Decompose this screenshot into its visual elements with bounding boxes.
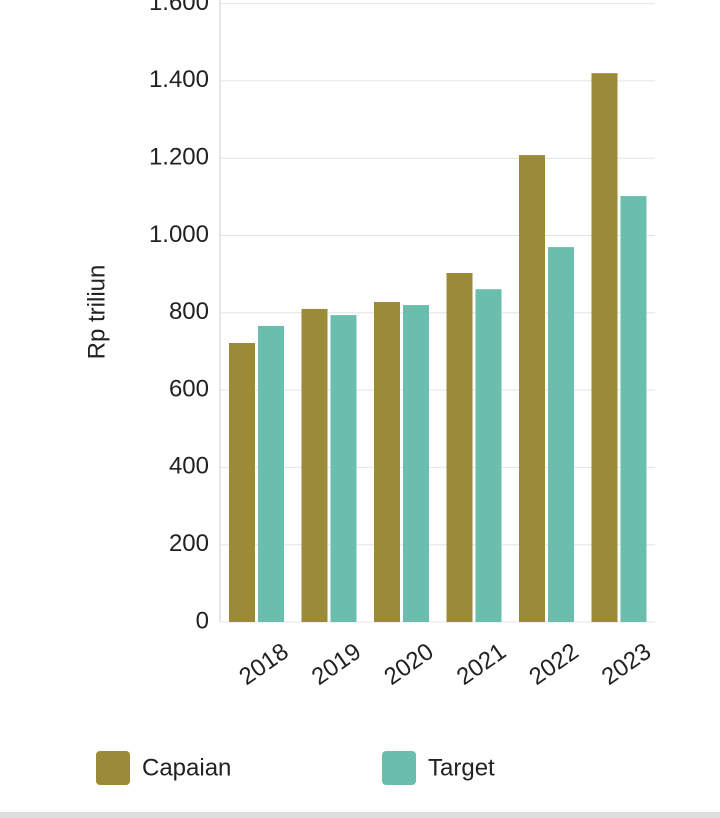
bottom-divider xyxy=(0,812,720,818)
bar xyxy=(229,342,255,622)
y-tick-label: 1.400 xyxy=(149,66,209,93)
bar xyxy=(403,305,429,622)
y-tick-label: 1.000 xyxy=(149,221,209,248)
y-tick-label: 200 xyxy=(169,530,209,557)
y-tick-label: 1.600 xyxy=(149,0,209,16)
x-tick-label: 2020 xyxy=(379,638,438,691)
bar xyxy=(330,315,357,622)
y-tick-label: 1.200 xyxy=(149,144,209,171)
x-tick-label: 2018 xyxy=(234,638,293,691)
x-tick-label: 2019 xyxy=(307,638,366,691)
x-tick-label: 2021 xyxy=(452,638,511,691)
bar xyxy=(374,301,400,622)
x-tick-label: 2022 xyxy=(524,638,583,691)
y-tick-label: 800 xyxy=(169,298,209,325)
y-tick-label: 600 xyxy=(169,375,209,402)
bar xyxy=(591,73,618,623)
bar xyxy=(446,272,473,622)
legend-swatch xyxy=(382,751,416,785)
bar xyxy=(258,325,284,622)
bar xyxy=(519,155,545,622)
y-tick-label: 0 xyxy=(196,607,209,634)
legend-swatch xyxy=(96,751,130,785)
bar xyxy=(301,308,328,622)
bar xyxy=(620,196,647,622)
legend-label: Capaian xyxy=(142,754,231,781)
bar xyxy=(475,289,502,622)
y-axis-title: Rp triliun xyxy=(83,265,110,360)
y-tick-label: 400 xyxy=(169,453,209,480)
legend-label: Target xyxy=(428,754,495,781)
x-tick-label: 2023 xyxy=(597,638,656,691)
bar xyxy=(548,247,574,622)
